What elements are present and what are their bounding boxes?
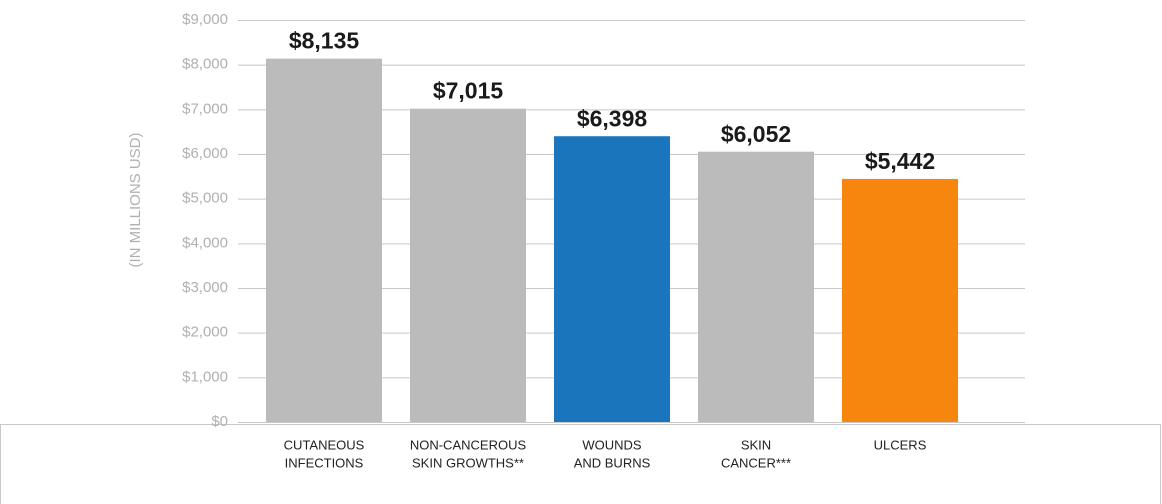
x-tick-label: CUTANEOUS — [284, 437, 365, 452]
y-tick-label: $5,000 — [182, 190, 228, 207]
value-label: $7,015 — [433, 78, 504, 104]
y-tick-label: $3,000 — [182, 279, 228, 296]
x-tick-label: INFECTIONS — [285, 455, 364, 470]
x-tick-label: ULCERS — [874, 437, 927, 452]
y-tick-label: $8,000 — [182, 56, 228, 73]
x-tick-label: CANCER*** — [721, 455, 791, 470]
y-tick-label: $2,000 — [182, 324, 228, 341]
value-label: $8,135 — [289, 28, 360, 54]
y-tick-label: $7,000 — [182, 100, 228, 117]
footer-box — [0, 424, 1161, 504]
y-tick-label: $9,000 — [182, 11, 228, 28]
y-axis-label: (IN MILLIONS USD) — [127, 132, 144, 267]
value-label: $5,442 — [865, 148, 935, 174]
x-tick-label: AND BURNS — [574, 455, 651, 470]
x-tick-label: NON-CANCEROUS — [410, 437, 527, 452]
value-label: $6,398 — [577, 105, 648, 131]
y-tick-label: $0 — [211, 413, 228, 430]
y-tick-label: $4,000 — [182, 234, 228, 251]
bar — [698, 151, 814, 422]
y-tick-label: $6,000 — [182, 145, 228, 162]
bar — [554, 136, 670, 423]
bar — [842, 178, 958, 422]
x-tick-label: SKIN GROWTHS** — [412, 455, 524, 470]
bar — [266, 58, 382, 423]
bar — [410, 108, 526, 422]
x-tick-label: WOUNDS — [582, 437, 642, 452]
x-tick-label: SKIN — [741, 437, 771, 452]
y-tick-label: $1,000 — [182, 368, 228, 385]
value-label: $6,052 — [721, 121, 791, 147]
